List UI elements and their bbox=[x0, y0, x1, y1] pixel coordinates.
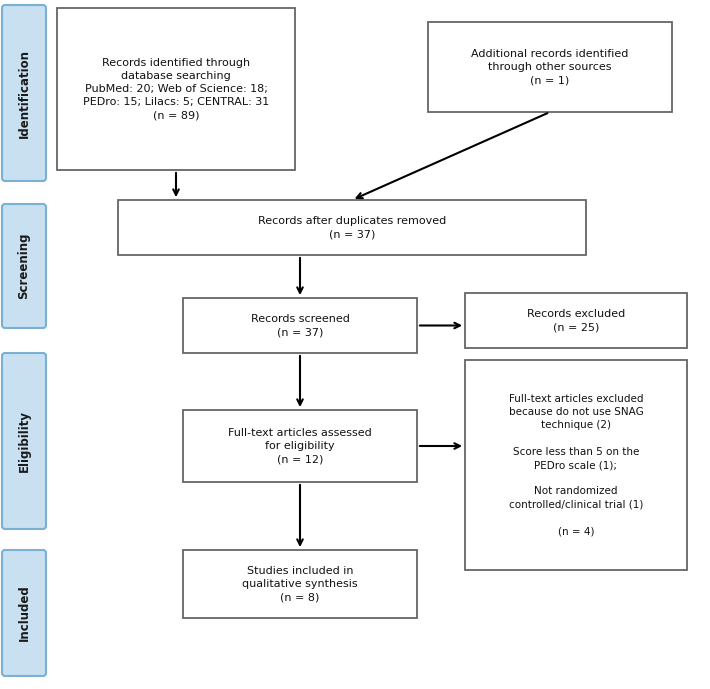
FancyBboxPatch shape bbox=[2, 353, 46, 529]
Text: Eligibility: Eligibility bbox=[18, 410, 31, 472]
Text: Full-text articles excluded
because do not use SNAG
technique (2)

Score less th: Full-text articles excluded because do n… bbox=[508, 394, 643, 536]
FancyBboxPatch shape bbox=[465, 293, 687, 348]
Text: Records screened
(n = 37): Records screened (n = 37) bbox=[251, 314, 349, 337]
Text: Identification: Identification bbox=[18, 48, 31, 138]
Text: Screening: Screening bbox=[18, 233, 31, 299]
FancyBboxPatch shape bbox=[428, 22, 672, 112]
FancyBboxPatch shape bbox=[183, 410, 417, 482]
FancyBboxPatch shape bbox=[183, 550, 417, 618]
Text: Full-text articles assessed
for eligibility
(n = 12): Full-text articles assessed for eligibil… bbox=[228, 428, 372, 464]
Text: Records after duplicates removed
(n = 37): Records after duplicates removed (n = 37… bbox=[258, 216, 446, 239]
FancyBboxPatch shape bbox=[2, 550, 46, 676]
FancyBboxPatch shape bbox=[2, 204, 46, 328]
Text: Additional records identified
through other sources
(n = 1): Additional records identified through ot… bbox=[471, 49, 628, 85]
Text: Records identified through
database searching
PubMed: 20; Web of Science: 18;
PE: Records identified through database sear… bbox=[83, 58, 269, 121]
Text: Studies included in
qualitative synthesis
(n = 8): Studies included in qualitative synthesi… bbox=[242, 566, 358, 602]
FancyBboxPatch shape bbox=[465, 360, 687, 570]
Text: Records excluded
(n = 25): Records excluded (n = 25) bbox=[527, 309, 625, 332]
FancyBboxPatch shape bbox=[57, 8, 295, 170]
FancyBboxPatch shape bbox=[118, 200, 586, 255]
FancyBboxPatch shape bbox=[2, 5, 46, 181]
FancyBboxPatch shape bbox=[183, 298, 417, 353]
Text: Included: Included bbox=[18, 585, 31, 641]
